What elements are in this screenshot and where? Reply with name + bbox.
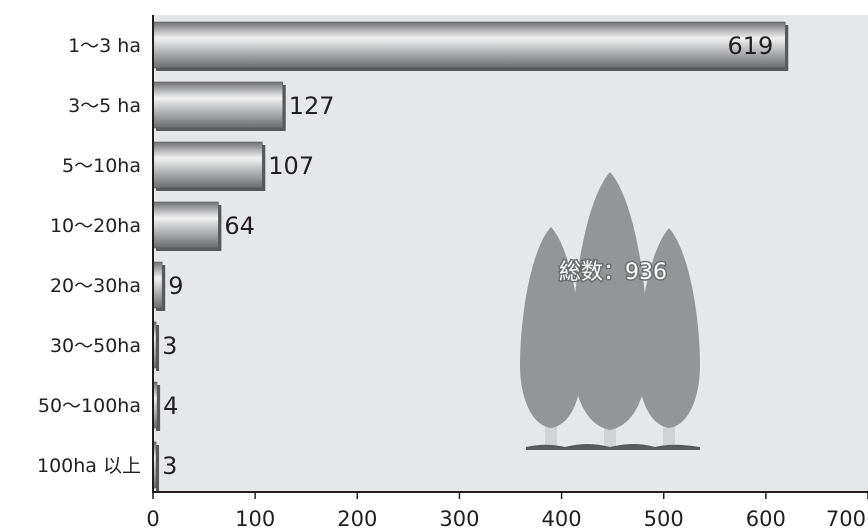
y-tick-label: 100ha 以上	[37, 455, 141, 477]
tree-crown	[572, 172, 648, 430]
x-axis-ticks: 0 100 200 300 400 500 600 700	[146, 492, 868, 531]
tree-crown	[638, 228, 700, 428]
y-axis-labels: 1～3 ha 3～5 ha 5～10ha 10～20ha 20～30ha 30～50ha 5…	[37, 35, 141, 477]
data-label: 64	[224, 212, 255, 240]
data-label: 3	[162, 332, 177, 360]
bar-shadow	[156, 445, 160, 491]
y-tick-label: 5～10ha	[62, 155, 141, 177]
x-tick-label: 700	[826, 507, 866, 531]
bar-shadow	[156, 385, 161, 431]
data-label: 9	[168, 272, 183, 300]
y-tick-label: 20～30ha	[50, 275, 141, 297]
x-tick-label: 100	[235, 507, 275, 531]
data-label: 3	[162, 452, 177, 480]
bar	[152, 201, 219, 249]
tree-illustration: 総数：936	[520, 172, 700, 450]
bar	[152, 81, 284, 129]
y-tick-label: 10～20ha	[50, 215, 141, 237]
bars-group	[152, 21, 789, 491]
data-label: 4	[163, 392, 178, 420]
ground	[526, 444, 700, 450]
bar	[152, 21, 786, 69]
data-label: 127	[289, 92, 335, 120]
bar	[152, 261, 163, 309]
y-tick-label: 30～50ha	[50, 335, 141, 357]
data-label: 619	[727, 32, 773, 60]
x-tick-label: 600	[746, 507, 786, 531]
tree-crown	[520, 227, 582, 428]
y-tick-label: 50～100ha	[38, 395, 141, 417]
total-annotation: 総数：936	[559, 260, 667, 285]
y-tick-label: 3～5 ha	[68, 95, 141, 117]
x-tick-label: 0	[146, 507, 159, 531]
bar	[152, 141, 263, 189]
x-tick-label: 400	[542, 507, 582, 531]
y-tick-label: 1～3 ha	[68, 35, 141, 57]
data-label: 107	[268, 152, 314, 180]
x-tick-label: 500	[644, 507, 684, 531]
x-tick-label: 300	[439, 507, 479, 531]
data-labels: 619 127 107 64 9 3 4 3	[162, 32, 773, 480]
x-tick-label: 200	[337, 507, 377, 531]
bar-shadow	[156, 325, 160, 371]
